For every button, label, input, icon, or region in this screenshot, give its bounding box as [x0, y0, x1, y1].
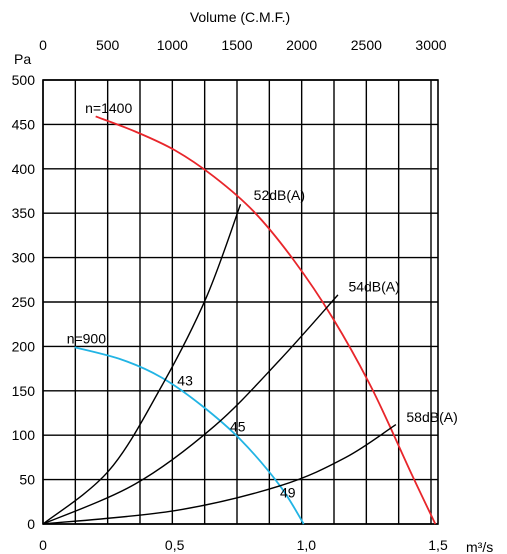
- annotation-label-3: 54dB(A): [348, 278, 399, 294]
- y-tick-label: 450: [12, 116, 36, 132]
- y-tick-label: 500: [12, 72, 36, 88]
- y-tick-label: 0: [27, 516, 35, 532]
- y-axis-unit: Pa: [14, 51, 31, 67]
- y-tick-label: 400: [12, 161, 36, 177]
- x-tick-label: 0,5: [165, 537, 185, 553]
- y-tick-label: 250: [12, 294, 36, 310]
- x2-tick-label: 2500: [351, 37, 382, 53]
- y-tick-label: 100: [12, 427, 36, 443]
- annotation-label-0: n=1400: [85, 100, 132, 116]
- series-line-4: [42, 423, 397, 525]
- x-axis-unit: m³/s: [466, 539, 493, 554]
- x2-tick-label: 2000: [286, 37, 317, 53]
- annotation-label-2: 52dB(A): [254, 187, 305, 203]
- chart-title: Volume (C.M.F.): [190, 9, 290, 25]
- annotation-label-1: n=900: [67, 331, 107, 347]
- x2-tick-label: 1500: [221, 37, 252, 53]
- y-tick-label: 150: [12, 383, 36, 399]
- x-tick-label: 0: [39, 537, 47, 553]
- x2-tick-label: 0: [39, 37, 47, 53]
- series-line-0: [95, 115, 437, 525]
- series-line-2: [42, 204, 242, 525]
- grid: [42, 79, 439, 525]
- x2-tick-label: 500: [96, 37, 120, 53]
- series-lines: [42, 115, 437, 525]
- x-tick-label: 1,0: [297, 537, 317, 553]
- y-tick-label: 50: [19, 472, 35, 488]
- x-tick-label: 1,5: [428, 537, 448, 553]
- series-line-3: [42, 294, 339, 525]
- x2-tick-label: 1000: [157, 37, 188, 53]
- plot-frame: [42, 79, 439, 525]
- y-tick-label: 200: [12, 338, 36, 354]
- annotation-label-6: 45: [230, 419, 246, 435]
- annotation-label-4: 58dB(A): [406, 409, 457, 425]
- annotation-label-5: 43: [177, 372, 193, 388]
- annotation-label-7: 49: [280, 484, 296, 500]
- x2-tick-label: 3000: [415, 37, 446, 53]
- y-tick-label: 350: [12, 205, 36, 221]
- y-tick-label: 300: [12, 250, 36, 266]
- annotations: n=1400 n=900 52dB(A) 54dB(A) 58dB(A) 43 45 49: [67, 100, 458, 501]
